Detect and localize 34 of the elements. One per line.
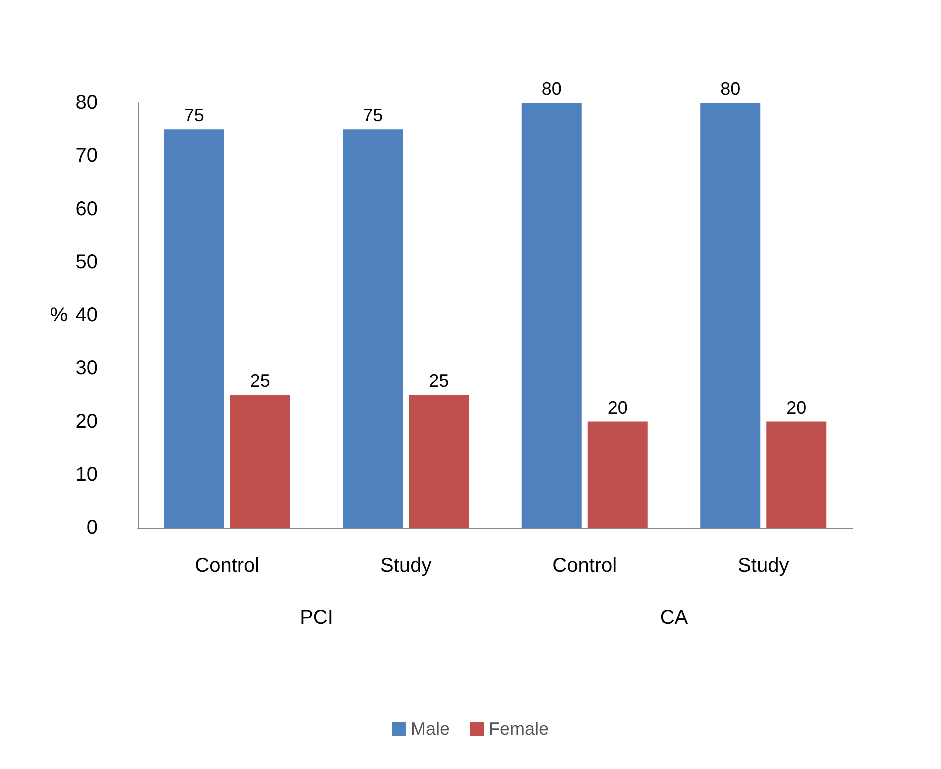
data-label: 25 [250, 371, 270, 392]
y-tick-label: 10 [76, 464, 98, 486]
text: CA [660, 607, 689, 629]
bar [164, 130, 224, 528]
bar [343, 130, 404, 528]
y-tick-label: 80 [76, 92, 98, 114]
data-label: 75 [184, 106, 204, 126]
data-label: 25 [429, 371, 450, 392]
bar [230, 395, 290, 528]
text: PCI [300, 607, 334, 629]
legend-label: Female [488, 719, 550, 739]
bar [409, 395, 470, 528]
x-tick-label: Control [195, 555, 260, 577]
y-axis-title: % [50, 304, 68, 326]
y-tick-label: 20 [76, 410, 98, 433]
legend-label: Male [410, 719, 450, 739]
data-label: 20 [608, 398, 628, 418]
data-label: 80 [720, 79, 741, 99]
bar [588, 422, 648, 528]
y-tick-label: 60 [76, 198, 98, 220]
x-tick-label: Control [552, 555, 618, 577]
y-tick-label: 30 [76, 358, 98, 380]
data-label: 75 [363, 106, 384, 126]
data-label: 80 [542, 79, 562, 99]
y-tick-label: 40 [76, 304, 98, 326]
bar [766, 422, 827, 528]
bar [522, 103, 582, 528]
y-tick-label: 0 [86, 517, 98, 539]
x-tick-label: Study [738, 555, 790, 577]
y-tick-label: 50 [76, 251, 98, 274]
data-label: 20 [786, 398, 807, 418]
x-tick-label: Study [380, 555, 432, 577]
y-tick-label: 70 [76, 145, 98, 168]
bar [700, 103, 761, 528]
